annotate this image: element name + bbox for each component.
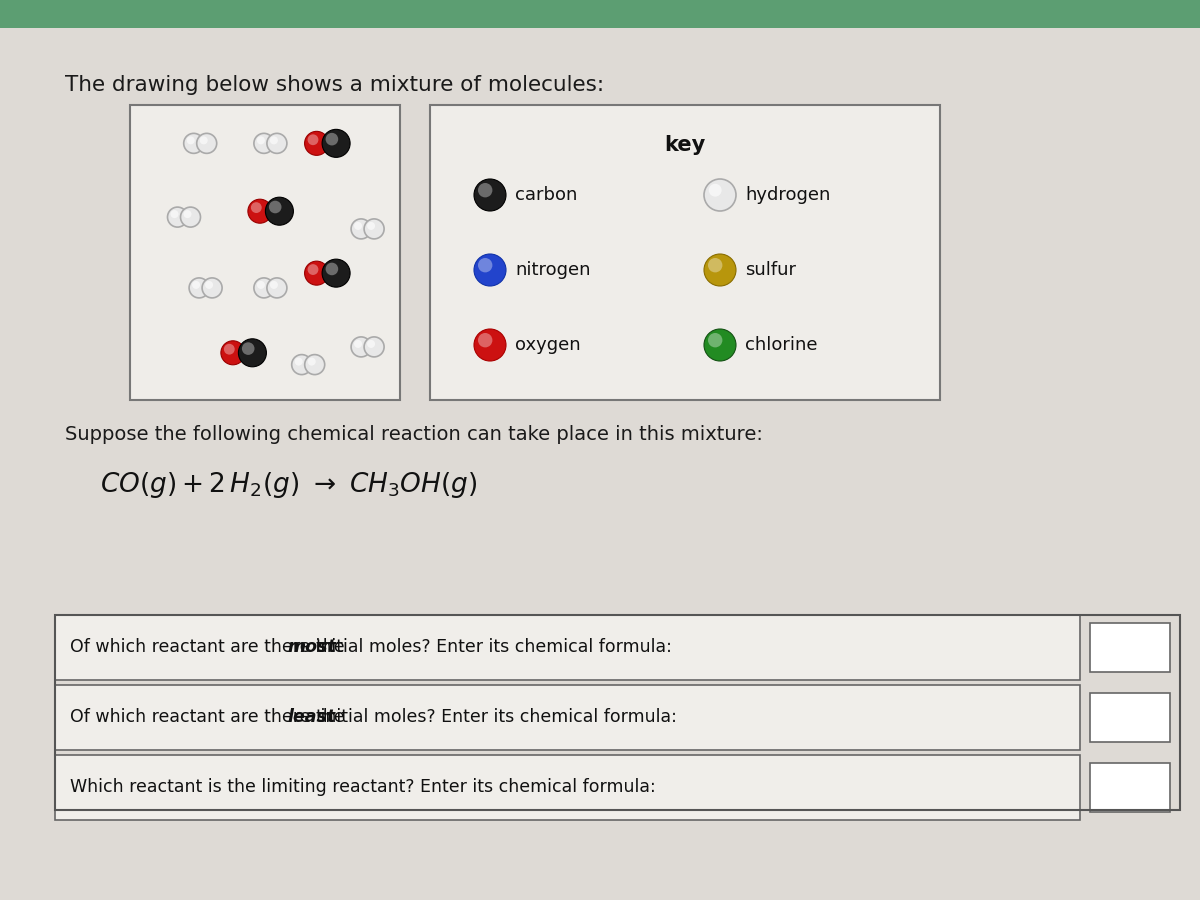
Circle shape [205, 281, 214, 289]
Circle shape [265, 197, 293, 225]
Bar [430, 105, 940, 400]
Circle shape [202, 278, 222, 298]
Circle shape [257, 281, 265, 289]
Circle shape [242, 342, 254, 355]
Bar [55, 685, 1080, 750]
Circle shape [354, 222, 362, 230]
Circle shape [192, 281, 200, 289]
Circle shape [478, 258, 492, 273]
Circle shape [270, 137, 278, 144]
Circle shape [325, 263, 338, 275]
Circle shape [254, 278, 274, 298]
Circle shape [270, 281, 278, 289]
Circle shape [478, 183, 492, 197]
Circle shape [190, 278, 209, 298]
Circle shape [367, 340, 376, 348]
Circle shape [199, 137, 208, 144]
Circle shape [474, 254, 506, 286]
Text: initial moles? Enter its chemical formula:: initial moles? Enter its chemical formul… [310, 638, 672, 656]
Circle shape [221, 341, 245, 365]
Text: oxygen: oxygen [515, 336, 581, 354]
Text: least: least [288, 708, 336, 726]
Circle shape [352, 219, 371, 238]
Circle shape [184, 133, 204, 153]
Text: Of which reactant are there the: Of which reactant are there the [70, 708, 350, 726]
Text: The drawing below shows a mixture of molecules:: The drawing below shows a mixture of mol… [65, 75, 604, 95]
Text: most: most [288, 638, 336, 656]
Bar [1090, 623, 1170, 672]
Circle shape [305, 261, 329, 285]
Circle shape [352, 337, 371, 357]
Text: carbon: carbon [515, 186, 577, 204]
Circle shape [254, 133, 274, 153]
Circle shape [187, 137, 194, 144]
Circle shape [708, 333, 722, 347]
Text: initial moles? Enter its chemical formula:: initial moles? Enter its chemical formul… [316, 708, 677, 726]
Circle shape [307, 134, 318, 145]
Circle shape [224, 344, 235, 355]
Circle shape [266, 278, 287, 298]
Circle shape [354, 340, 362, 348]
Circle shape [709, 184, 721, 196]
Circle shape [197, 133, 217, 153]
Circle shape [704, 179, 736, 211]
Bar [1090, 693, 1170, 742]
Circle shape [269, 201, 282, 213]
Circle shape [305, 355, 325, 374]
Circle shape [170, 210, 179, 218]
Circle shape [266, 133, 287, 153]
Circle shape [239, 338, 266, 367]
Bar [55, 615, 1080, 680]
Circle shape [322, 259, 350, 287]
Circle shape [364, 337, 384, 357]
Text: nitrogen: nitrogen [515, 261, 590, 279]
Circle shape [325, 133, 338, 146]
Circle shape [248, 199, 272, 223]
Text: Which reactant is the limiting reactant? Enter its chemical formula:: Which reactant is the limiting reactant?… [70, 778, 655, 796]
Circle shape [307, 265, 318, 274]
Circle shape [292, 355, 312, 374]
Text: Of which reactant are there the: Of which reactant are there the [70, 638, 350, 656]
Bar [55, 755, 1080, 820]
Text: sulfur: sulfur [745, 261, 796, 279]
Bar [1090, 763, 1170, 812]
Circle shape [708, 258, 722, 273]
Circle shape [478, 333, 492, 347]
Text: hydrogen: hydrogen [745, 186, 830, 204]
Text: key: key [665, 135, 706, 155]
Circle shape [251, 202, 262, 213]
Text: $\it{CO(g)+2\,H_2(g)\ \rightarrow\ CH_3OH(g)}$: $\it{CO(g)+2\,H_2(g)\ \rightarrow\ CH_3O… [100, 470, 478, 500]
Bar [0, 0, 1200, 28]
Circle shape [322, 130, 350, 158]
Circle shape [307, 357, 316, 365]
Bar [55, 615, 1180, 810]
Text: Suppose the following chemical reaction can take place in this mixture:: Suppose the following chemical reaction … [65, 425, 763, 444]
Circle shape [184, 210, 192, 218]
Circle shape [474, 329, 506, 361]
Text: chlorine: chlorine [745, 336, 817, 354]
Circle shape [474, 179, 506, 211]
Circle shape [168, 207, 187, 227]
Circle shape [295, 357, 302, 365]
Circle shape [367, 222, 376, 230]
Circle shape [180, 207, 200, 227]
Bar [130, 105, 400, 400]
Circle shape [704, 254, 736, 286]
Circle shape [704, 329, 736, 361]
Circle shape [364, 219, 384, 238]
Circle shape [257, 137, 265, 144]
Circle shape [305, 131, 329, 156]
